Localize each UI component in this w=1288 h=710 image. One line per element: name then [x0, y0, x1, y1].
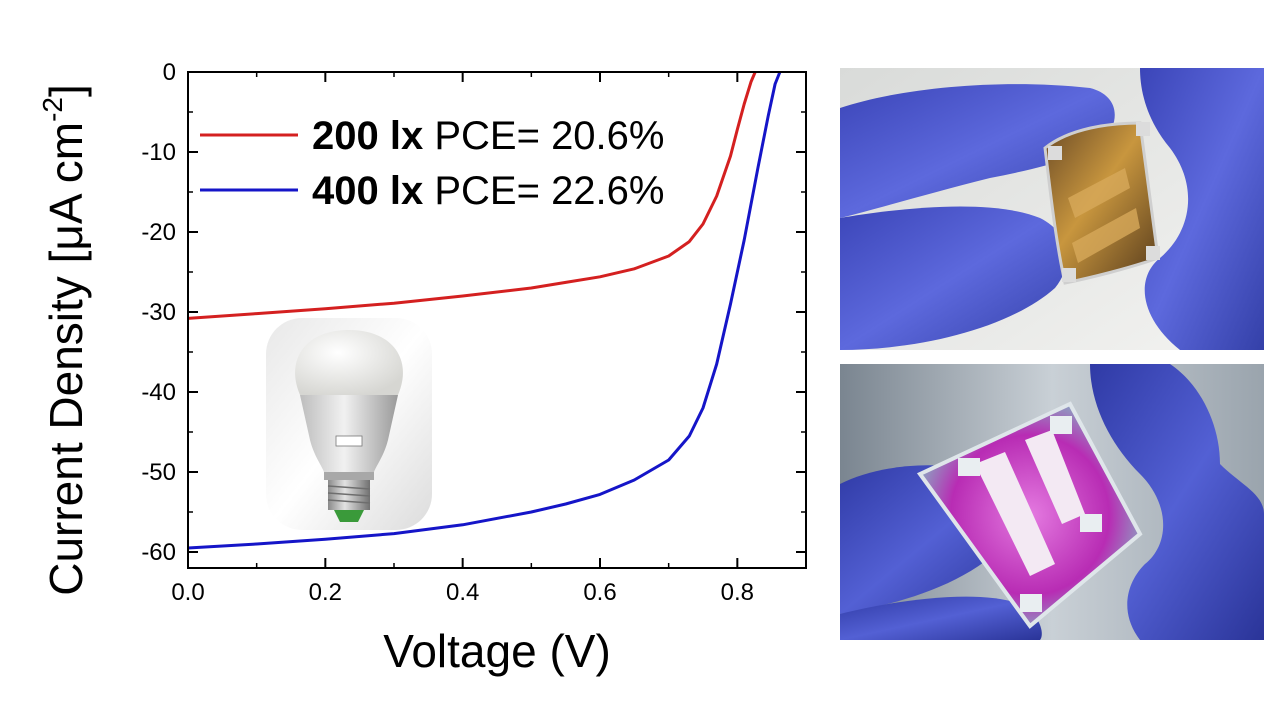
y-tick-label: -50 [141, 459, 176, 486]
x-tick-label: 0.2 [309, 579, 342, 606]
legend-entry-400lx: 400 lx PCE= 22.6% [312, 169, 664, 213]
series-line-0 [187, 71, 757, 320]
series-line-1 [187, 71, 782, 550]
x-tick-label: 0.8 [721, 579, 754, 606]
photo-flexible-device-top [840, 68, 1264, 350]
y-axis-label-close: ] [40, 84, 92, 97]
y-tick-label: -30 [141, 299, 176, 326]
jv-chart: Current Density [μA cm-2] Voltage (V) 0.… [37, 59, 807, 677]
y-tick-label: -60 [141, 539, 176, 566]
led-bulb-inset [266, 318, 432, 530]
photo-bottom-drawing [840, 364, 1264, 640]
series-lines [187, 71, 782, 550]
x-axis-label: Voltage (V) [383, 625, 611, 677]
legend-note-200lx: PCE= 20.6% [434, 114, 664, 158]
axis-ticks: 0.0 0.2 0.4 0.6 0.8 0 -10 -20 -30 -40 -50 -60 [141, 59, 806, 606]
y-tick-label: 0 [163, 59, 176, 86]
photo-flexible-device-bottom [840, 364, 1264, 640]
x-tick-label: 0.0 [171, 579, 204, 606]
y-tick-label: -40 [141, 379, 176, 406]
y-axis-label-main: Current Density [μA cm [40, 122, 92, 596]
y-tick-label: -20 [141, 219, 176, 246]
photo-top-drawing [840, 68, 1264, 350]
y-tick-label: -10 [141, 139, 176, 166]
x-tick-label: 0.4 [446, 579, 479, 606]
y-axis-label-sup: -2 [37, 97, 68, 122]
legend-series-name-200lx: 200 lx [312, 114, 423, 158]
x-tick-label: 0.6 [583, 579, 616, 606]
legend: 200 lx PCE= 20.6% 400 lx PCE= 22.6% [200, 114, 664, 213]
plot-frame [187, 71, 807, 569]
bulb-screw-base [327, 480, 371, 522]
y-axis-label: Current Density [μA cm-2] [37, 84, 92, 596]
legend-entry-200lx: 200 lx PCE= 20.6% [312, 114, 664, 158]
legend-note-400lx: PCE= 22.6% [434, 169, 664, 213]
legend-series-name-400lx: 400 lx [312, 169, 423, 213]
